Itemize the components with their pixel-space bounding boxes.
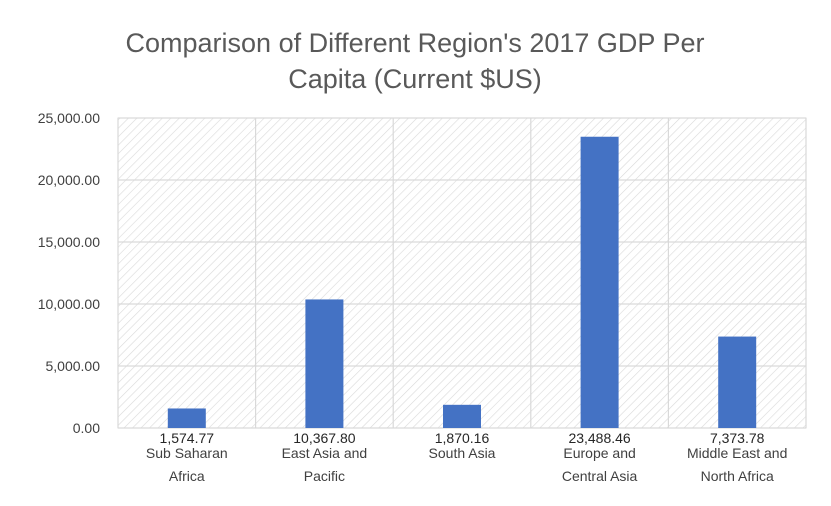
y-axis-ticks: 0.00 5,000.00 10,000.00 15,000.00 20,000.00 2…: [38, 110, 101, 436]
x-category-label: East Asia and: [282, 445, 368, 461]
bars: [167, 136, 757, 428]
bar-data-label: 7,373.78: [710, 430, 765, 446]
x-category-label: North Africa: [701, 468, 774, 484]
chart-title: Comparison of Different Region's 2017 GD…: [126, 28, 705, 94]
y-tick-label: 20,000.00: [38, 172, 100, 188]
bar: [167, 408, 206, 428]
y-tick-label: 10,000.00: [38, 296, 100, 312]
chart-title-line: Comparison of Different Region's 2017 GD…: [126, 28, 705, 58]
x-category-label: Pacific: [304, 468, 345, 484]
bar: [718, 336, 757, 428]
bar: [443, 404, 481, 428]
bar-data-label: 1,574.77: [160, 430, 215, 446]
bar: [305, 299, 344, 428]
bar: [580, 136, 619, 428]
x-category-label: Sub Saharan: [146, 445, 228, 461]
data-labels: 1,574.77 10,367.80 1,870.16 23,488.46 7,373.…: [160, 430, 765, 446]
y-tick-label: 15,000.00: [38, 234, 100, 250]
y-tick-label: 0.00: [73, 420, 100, 436]
bar-data-label: 10,367.80: [293, 430, 355, 446]
x-category-label: Africa: [169, 468, 205, 484]
x-category-label: Middle East and: [687, 445, 787, 461]
x-category-label: South Asia: [429, 445, 496, 461]
x-category-label: Europe and: [563, 445, 635, 461]
y-tick-label: 25,000.00: [38, 110, 100, 126]
y-tick-label: 5,000.00: [46, 358, 101, 374]
bar-data-label: 1,870.16: [435, 430, 490, 446]
plot-area: [117, 117, 807, 429]
chart-title-line: Capita (Current $US): [288, 64, 542, 94]
gridlines: [117, 117, 807, 429]
x-category-label: Central Asia: [562, 468, 638, 484]
x-axis-categories: Sub Saharan Africa East Asia and Pacific Sou…: [146, 445, 787, 484]
bar-data-label: 23,488.46: [568, 430, 630, 446]
